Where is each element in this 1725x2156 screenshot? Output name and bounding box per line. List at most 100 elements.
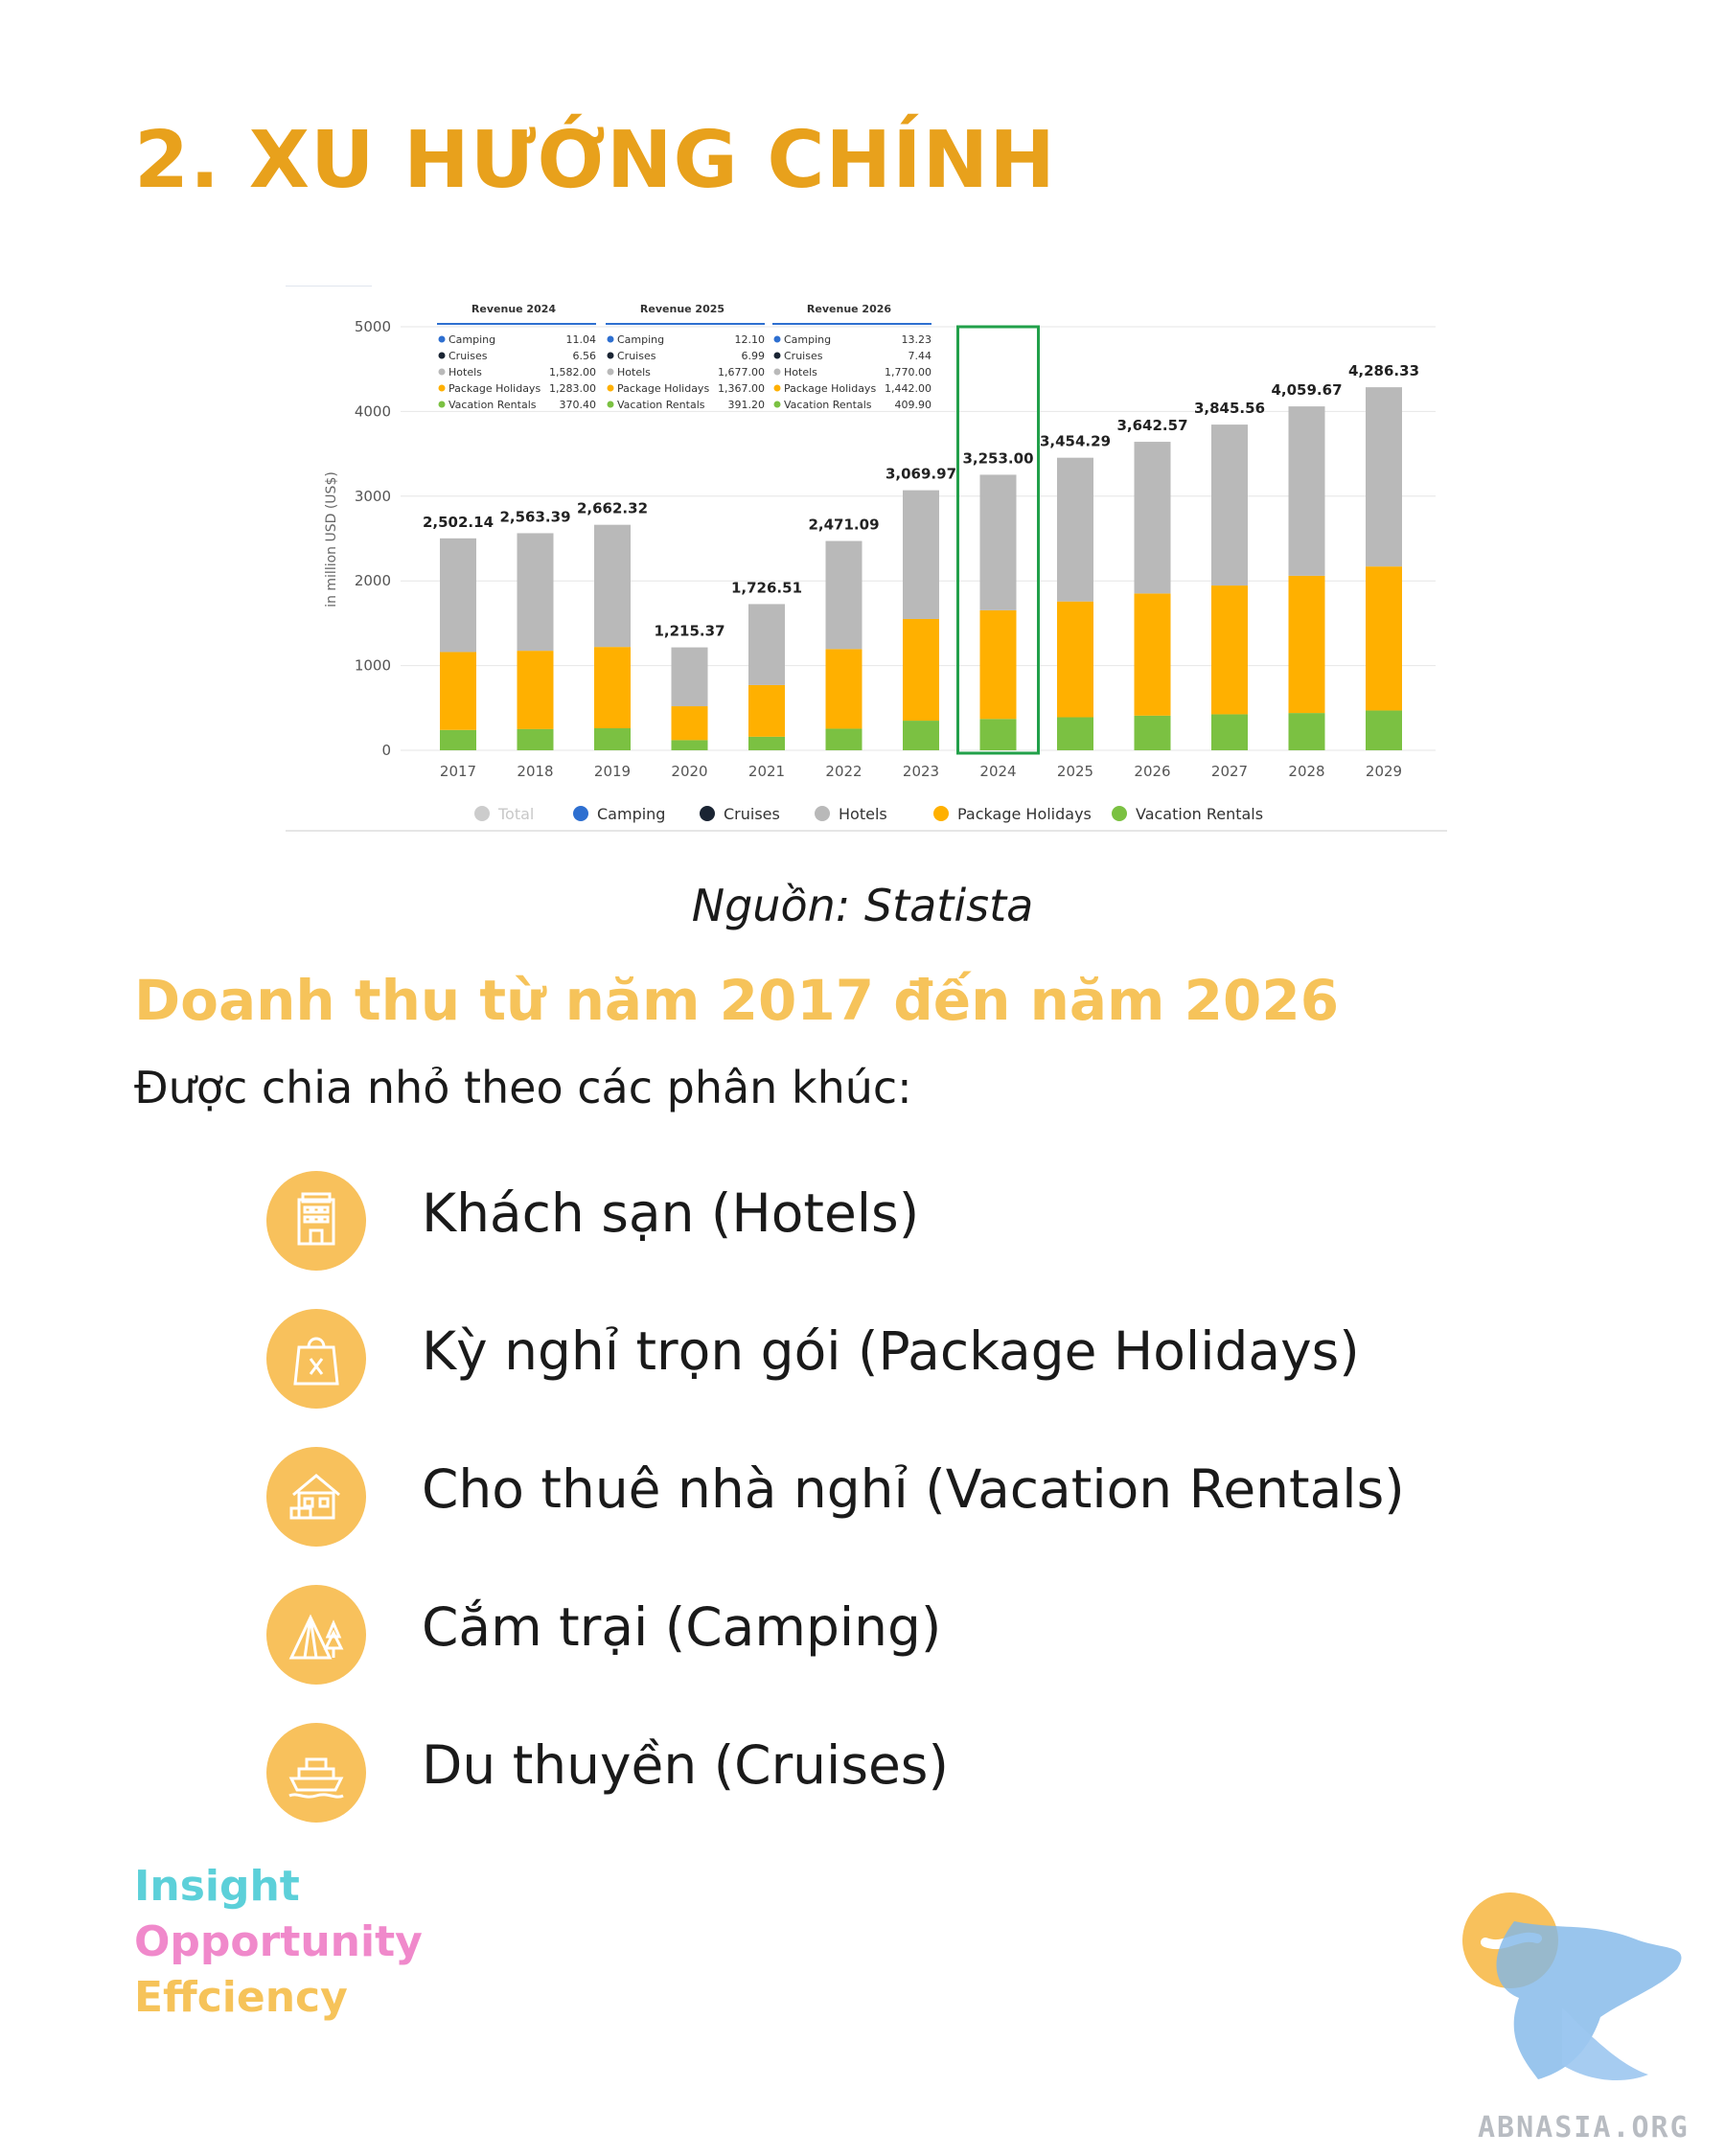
tooltip-row-value: 6.99 <box>742 350 766 362</box>
segment-label-vacation-rentals: Cho thuê nhà nghỉ (Vacation Rentals) <box>422 1458 1405 1520</box>
legend-marker <box>933 806 949 821</box>
bar-package-holidays <box>1366 566 1402 711</box>
legend-label: Vacation Rentals <box>1136 805 1263 823</box>
tooltip-dot <box>607 384 614 392</box>
bar-vacation-rentals <box>1288 713 1325 750</box>
bar-hotels <box>1288 406 1325 576</box>
legend-label: Camping <box>597 805 665 823</box>
tooltip-title: Revenue 2025 <box>640 303 724 315</box>
data-label-total: 2,502.14 <box>423 514 494 531</box>
legend-marker <box>815 806 830 821</box>
x-tick-label: 2029 <box>1366 763 1402 780</box>
data-label-total: 3,642.57 <box>1116 417 1187 434</box>
bar-package-holidays <box>903 618 939 722</box>
tooltip-row-name: Camping <box>784 333 831 346</box>
data-label-total: 3,253.00 <box>962 449 1033 467</box>
bar-vacation-rentals <box>1134 715 1171 750</box>
segment-label-package-holidays: Kỳ nghỉ trọn gói (Package Holidays) <box>422 1320 1360 1382</box>
segment-label-hotels: Khách sạn (Hotels) <box>422 1182 920 1244</box>
data-label-total: 3,069.97 <box>886 466 956 483</box>
shopping-bag-icon <box>266 1309 366 1409</box>
data-label-total: 2,662.32 <box>577 500 648 517</box>
tooltip-row-name: Vacation Rentals <box>784 399 872 411</box>
bar-vacation-rentals <box>1211 714 1248 750</box>
hotel-icon <box>266 1171 366 1271</box>
tooltip-row-value: 12.10 <box>735 333 766 346</box>
tooltip-dot <box>773 401 781 408</box>
tagline-insight: Insight <box>134 1862 300 1911</box>
bar-vacation-rentals <box>748 736 785 750</box>
bar-package-holidays <box>748 684 785 737</box>
bar-package-holidays <box>1211 585 1248 715</box>
tooltip-dot <box>438 335 446 343</box>
tooltip-row-value: 391.20 <box>728 399 766 411</box>
y-tick-label: 3000 <box>355 488 391 505</box>
legend-marker <box>1112 806 1127 821</box>
x-tick-label: 2023 <box>903 763 939 780</box>
bar-package-holidays <box>517 651 554 729</box>
legend-marker <box>474 806 490 821</box>
page-title: 2. XU HƯỚNG CHÍNH <box>134 115 1056 206</box>
griffin-logo-icon <box>1462 1892 1682 2080</box>
tooltip-row-name: Hotels <box>617 366 651 378</box>
y-tick-label: 0 <box>381 742 391 759</box>
bar-package-holidays <box>1057 601 1093 718</box>
intro-text: Được chia nhỏ theo các phân khúc: <box>134 1062 912 1113</box>
bar-package-holidays <box>671 706 708 741</box>
x-tick-label: 2028 <box>1288 763 1324 780</box>
tooltip-dot <box>438 368 446 376</box>
bar-hotels <box>903 490 939 619</box>
revenue-chart: 0 1000 2000 3000 4000 5000 in million USD (US$… <box>286 286 1447 832</box>
tooltip-row-name: Cruises <box>617 350 656 362</box>
legend-marker <box>573 806 588 821</box>
tooltip-row-name: Camping <box>617 333 664 346</box>
y-tick-label: 1000 <box>355 657 391 675</box>
segment-list: Khách sạn (Hotels) Kỳ nghỉ trọn gói (Pac… <box>266 1171 1685 1861</box>
legend-label: Package Holidays <box>957 805 1092 823</box>
tagline: Insight Opportunity Effciency <box>134 1859 423 2026</box>
x-tick-label: 2022 <box>825 763 862 780</box>
tooltip-row-value: 11.04 <box>566 333 597 346</box>
tooltip-dot <box>607 352 614 359</box>
tooltip-row-name: Vacation Rentals <box>617 399 705 411</box>
bar-hotels <box>1211 424 1248 586</box>
tooltip-row-name: Package Holidays <box>617 382 709 395</box>
tooltip-row-value: 13.23 <box>902 333 932 346</box>
data-label-total: 2,471.09 <box>808 516 879 534</box>
tooltip-dot <box>607 335 614 343</box>
list-item: Kỳ nghỉ trọn gói (Package Holidays) <box>266 1309 1685 1447</box>
bar-package-holidays <box>440 652 476 730</box>
legend-label: Hotels <box>839 805 887 823</box>
tooltip-row-value: 1,677.00 <box>718 366 765 378</box>
data-label-total: 1,215.37 <box>654 623 724 640</box>
bar-hotels <box>671 647 708 707</box>
tooltip-dot <box>773 352 781 359</box>
bar-package-holidays <box>594 647 631 729</box>
tooltip-dot <box>773 384 781 392</box>
segment-label-cruises: Du thuyền (Cruises) <box>422 1734 949 1796</box>
bar-hotels <box>440 538 476 653</box>
x-tick-label: 2025 <box>1057 763 1093 780</box>
x-tick-label: 2017 <box>440 763 476 780</box>
tooltip-dot <box>773 335 781 343</box>
tooltip-dot <box>438 401 446 408</box>
data-label-total: 4,286.33 <box>1348 362 1419 379</box>
bar-hotels <box>1366 387 1402 567</box>
x-tick-label: 2027 <box>1211 763 1248 780</box>
bar-hotels <box>594 524 631 648</box>
bar-vacation-rentals <box>1057 717 1093 750</box>
y-tick-label: 2000 <box>355 572 391 589</box>
tooltip-dot <box>607 401 614 408</box>
bar-vacation-rentals <box>979 719 1017 750</box>
list-item: Khách sạn (Hotels) <box>266 1171 1685 1309</box>
tooltip-row-value: 370.40 <box>560 399 597 411</box>
tooltip-row-value: 1,283.00 <box>549 382 596 395</box>
tooltip-row-name: Cruises <box>784 350 823 362</box>
tagline-efficiency: Effciency <box>134 1973 348 2022</box>
highlight-box-2024 <box>956 325 1040 755</box>
bar-hotels <box>1057 457 1093 602</box>
tooltip-dot <box>438 384 446 392</box>
bar-hotels <box>825 540 862 650</box>
source-caption: Nguồn: Statista <box>691 880 1034 931</box>
tooltip-row-value: 7.44 <box>908 350 932 362</box>
